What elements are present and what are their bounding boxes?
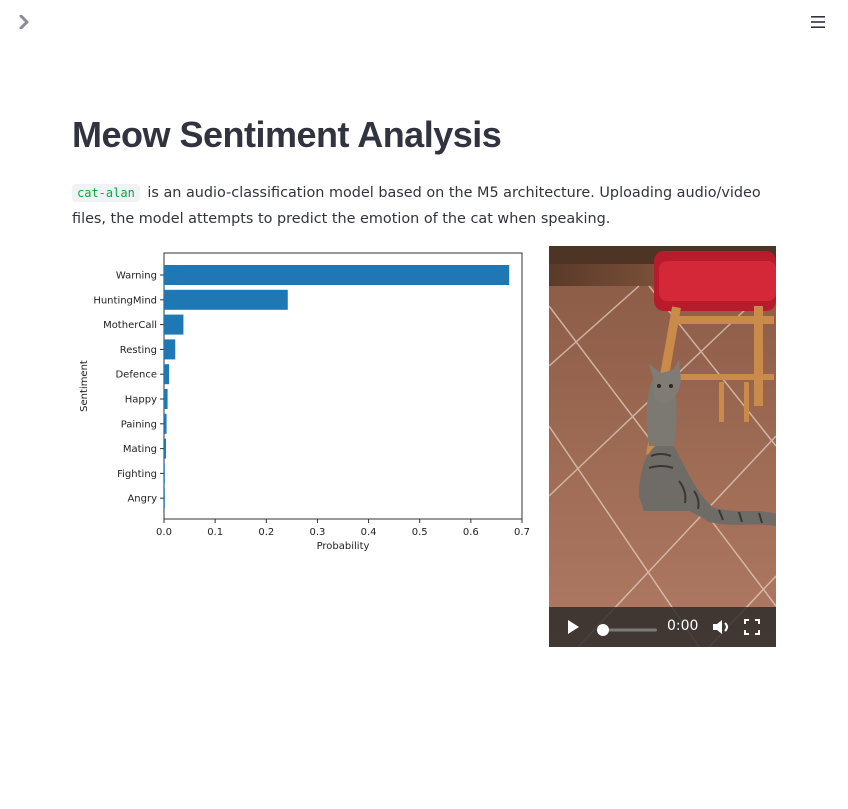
bar-huntingmind — [164, 289, 288, 310]
cat-video-frame — [549, 246, 776, 647]
bars-group — [164, 265, 510, 509]
x-tick-label: 0.5 — [412, 527, 428, 538]
y-tick-label: Warning — [116, 271, 157, 282]
seek-handle[interactable] — [597, 624, 609, 636]
description-text: is an audio-classification model based o… — [72, 185, 761, 227]
volume-button[interactable] — [712, 619, 732, 637]
y-tick-label: Happy — [125, 395, 157, 406]
y-tick-label: Paining — [121, 419, 157, 430]
y-tick-label: Defence — [115, 370, 157, 381]
description: cat-alan is an audio-classification mode… — [72, 180, 776, 232]
y-axis-label: Sentiment — [79, 360, 90, 412]
volume-icon — [713, 620, 728, 634]
bar-warning — [164, 265, 510, 285]
x-tick-label: 0.2 — [258, 527, 274, 538]
model-name-code: cat-alan — [72, 184, 140, 202]
bar-mating — [164, 438, 167, 459]
seek-slider[interactable] — [597, 621, 657, 636]
x-tick-label: 0.7 — [514, 527, 530, 538]
y-tick-label: HuntingMind — [93, 295, 157, 306]
bar-mothercall — [164, 314, 184, 335]
x-tick-label: 0.4 — [361, 527, 377, 538]
y-tick-label: Fighting — [117, 469, 157, 480]
x-axis-label: Probability — [317, 541, 370, 552]
y-tick-label: Resting — [120, 345, 157, 356]
sentiment-bar-chart: Warning HuntingMind MotherCall Resting Defen… — [79, 252, 530, 552]
bar-paining — [164, 413, 167, 434]
y-tick-label: Angry — [127, 494, 157, 505]
x-tick-label: 0.6 — [463, 527, 479, 538]
x-tick-label: 0.0 — [156, 527, 172, 538]
play-icon — [568, 620, 579, 634]
x-tick-labels: 0.0 0.1 0.2 0.3 0.4 0.5 0.6 0.7 — [156, 519, 530, 538]
x-tick-label: 0.3 — [309, 527, 325, 538]
fullscreen-icon — [744, 619, 760, 635]
fullscreen-button[interactable] — [744, 619, 762, 637]
sentiment-chart: Warning HuntingMind MotherCall Resting Defen… — [72, 246, 532, 556]
chevron-right-icon — [19, 15, 29, 29]
page-title: Meow Sentiment Analysis — [72, 114, 502, 155]
y-tick-label: Mating — [123, 444, 157, 455]
video-player[interactable]: 0:00 — [549, 246, 776, 647]
main-menu-button[interactable] — [808, 12, 828, 32]
y-tick-label: MotherCall — [103, 320, 157, 331]
bar-happy — [164, 389, 168, 409]
y-tick-labels: Warning HuntingMind MotherCall Resting Defen… — [93, 271, 164, 505]
plot-frame — [163, 252, 523, 520]
video-time-label: 0:00 — [667, 618, 699, 634]
sidebar-toggle-button[interactable] — [14, 12, 34, 32]
bar-fighting — [164, 463, 165, 484]
video-controls: 0:00 — [549, 607, 776, 647]
bar-angry — [164, 488, 165, 509]
seek-track — [597, 624, 657, 636]
bar-defence — [164, 364, 170, 385]
hamburger-menu-icon — [811, 16, 825, 28]
bar-resting — [164, 339, 176, 360]
x-tick-label: 0.1 — [207, 527, 223, 538]
play-button[interactable] — [565, 619, 583, 637]
